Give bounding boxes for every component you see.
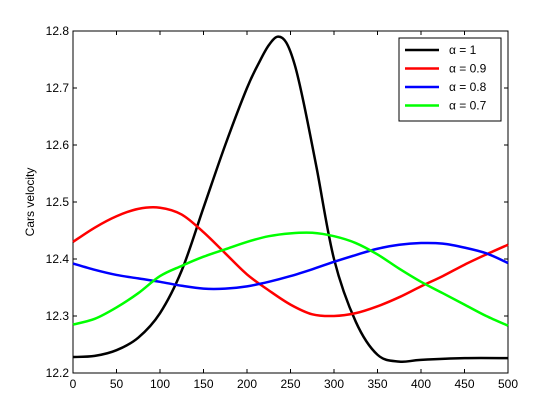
y-tick-label: 12.2 [46, 366, 70, 380]
x-tick-label: 350 [367, 377, 387, 391]
series-line-2 [72, 206, 509, 318]
series-lines [72, 35, 509, 364]
y-tick-label: 12.6 [46, 138, 70, 152]
legend-label: α = 0.8 [449, 80, 487, 94]
series-line-1 [72, 35, 509, 364]
x-tick-label: 200 [237, 377, 257, 391]
y-tick-label: 12.5 [46, 195, 70, 209]
x-tick-label: 500 [498, 377, 518, 391]
y-tick-label: 12.4 [46, 252, 70, 266]
y-tick-label: 12.3 [46, 309, 70, 323]
x-tick-label: 400 [411, 377, 431, 391]
x-tick-label: 0 [70, 377, 77, 391]
x-tick-label: 150 [193, 377, 213, 391]
y-tick-label: 12.7 [46, 81, 70, 95]
x-tick-label: 450 [454, 377, 474, 391]
legend: α = 1 α = 0.9 α = 0.8 α = 0.7 [398, 37, 502, 122]
legend-box [398, 37, 502, 122]
legend-label: α = 0.9 [449, 62, 487, 76]
x-tick-label: 250 [280, 377, 300, 391]
x-tick-label: 300 [324, 377, 344, 391]
series-line-3 [72, 241, 509, 291]
y-axis-label: Cars velocity [23, 168, 37, 237]
series-line-4 [72, 231, 509, 327]
y-tick-label: 12.8 [46, 24, 70, 38]
x-tick-label: 50 [110, 377, 124, 391]
legend-label: α = 0.7 [449, 99, 487, 113]
x-tick-label: 100 [150, 377, 170, 391]
axis-ticks: 0 50 100 150 200 250 300 350 400 450 500 12.2 12.3 12… [46, 24, 519, 391]
legend-label: α = 1 [449, 43, 477, 57]
